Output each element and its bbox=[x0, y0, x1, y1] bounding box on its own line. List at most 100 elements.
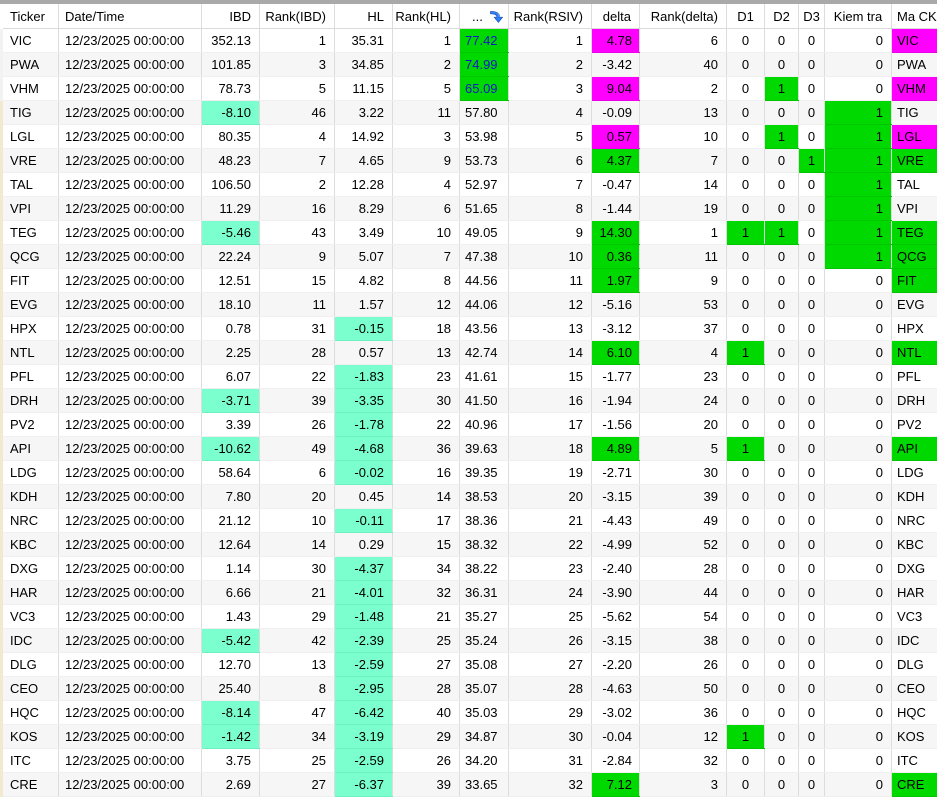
table-row[interactable]: VHM 12/23/2025 00:00:00 78.73 5 11.15 5 65.09 3… bbox=[0, 76, 937, 101]
cell-d1[interactable]: 0 bbox=[726, 676, 765, 701]
col-header-kiem_tra[interactable]: Kiem tra bbox=[824, 4, 892, 29]
cell-rank_delta[interactable]: 3 bbox=[639, 772, 727, 797]
cell-hl[interactable]: -6.37 bbox=[334, 772, 393, 797]
cell-rank_delta[interactable]: 30 bbox=[639, 460, 727, 485]
cell-rank_ibd[interactable]: 2 bbox=[259, 172, 335, 197]
cell-ticker[interactable]: LGL bbox=[0, 124, 59, 149]
cell-ibd[interactable]: 106.50 bbox=[201, 172, 260, 197]
cell-datetime[interactable]: 12/23/2025 00:00:00 bbox=[58, 220, 202, 245]
cell-rank_delta[interactable]: 52 bbox=[639, 532, 727, 557]
cell-hl[interactable]: 34.85 bbox=[334, 52, 393, 77]
cell-d1[interactable]: 0 bbox=[726, 484, 765, 509]
cell-kiem_tra[interactable]: 0 bbox=[824, 556, 892, 581]
cell-d1[interactable]: 0 bbox=[726, 292, 765, 317]
cell-rank_delta[interactable]: 32 bbox=[639, 748, 727, 773]
cell-rank_rsiv[interactable]: 20 bbox=[508, 484, 592, 509]
cell-ticker[interactable]: FIT bbox=[0, 268, 59, 293]
cell-ibd[interactable]: 101.85 bbox=[201, 52, 260, 77]
cell-hl[interactable]: 3.49 bbox=[334, 220, 393, 245]
cell-ticker[interactable]: NTL bbox=[0, 340, 59, 365]
table-row[interactable]: API 12/23/2025 00:00:00 -10.62 49 -4.68 36 39.… bbox=[0, 436, 937, 461]
cell-rank_ibd[interactable]: 46 bbox=[259, 100, 335, 125]
cell-rank_delta[interactable]: 36 bbox=[639, 700, 727, 725]
cell-d1[interactable]: 0 bbox=[726, 148, 765, 173]
cell-rank_hl[interactable]: 9 bbox=[392, 148, 460, 173]
cell-delta[interactable]: -2.20 bbox=[591, 652, 640, 677]
cell-d3[interactable]: 0 bbox=[798, 460, 825, 485]
cell-rank_rsiv[interactable]: 31 bbox=[508, 748, 592, 773]
cell-ibd[interactable]: 78.73 bbox=[201, 76, 260, 101]
cell-delta[interactable]: 0.36 bbox=[591, 244, 640, 269]
cell-d1[interactable]: 0 bbox=[726, 388, 765, 413]
cell-delta[interactable]: -5.62 bbox=[591, 604, 640, 629]
table-row[interactable]: KDH 12/23/2025 00:00:00 7.80 20 0.45 14 38.53 2… bbox=[0, 484, 937, 509]
cell-rank_delta[interactable]: 50 bbox=[639, 676, 727, 701]
cell-rank_delta[interactable]: 24 bbox=[639, 388, 727, 413]
cell-d1[interactable]: 0 bbox=[726, 748, 765, 773]
cell-d1[interactable]: 0 bbox=[726, 508, 765, 533]
table-row[interactable]: KBC 12/23/2025 00:00:00 12.64 14 0.29 15 38.32… bbox=[0, 532, 937, 557]
cell-rank_rsiv[interactable]: 13 bbox=[508, 316, 592, 341]
cell-d3[interactable]: 0 bbox=[798, 100, 825, 125]
cell-kiem_tra[interactable]: 0 bbox=[824, 724, 892, 749]
cell-d2[interactable]: 0 bbox=[764, 268, 799, 293]
cell-ibd[interactable]: 1.14 bbox=[201, 556, 260, 581]
cell-hl[interactable]: 0.29 bbox=[334, 532, 393, 557]
cell-ibd[interactable]: 12.51 bbox=[201, 268, 260, 293]
cell-delta[interactable]: -3.15 bbox=[591, 628, 640, 653]
cell-rank_hl[interactable]: 4 bbox=[392, 172, 460, 197]
cell-ticker[interactable]: PV2 bbox=[0, 412, 59, 437]
cell-datetime[interactable]: 12/23/2025 00:00:00 bbox=[58, 580, 202, 605]
table-row[interactable]: CRE 12/23/2025 00:00:00 2.69 27 -6.37 39 33.65… bbox=[0, 772, 937, 797]
cell-d2[interactable]: 0 bbox=[764, 484, 799, 509]
cell-rank_rsiv[interactable]: 11 bbox=[508, 268, 592, 293]
cell-ma_ck[interactable]: DLG bbox=[891, 652, 937, 677]
cell-datetime[interactable]: 12/23/2025 00:00:00 bbox=[58, 292, 202, 317]
cell-d1[interactable]: 0 bbox=[726, 700, 765, 725]
cell-kiem_tra[interactable]: 1 bbox=[824, 124, 892, 149]
cell-rank_ibd[interactable]: 15 bbox=[259, 268, 335, 293]
col-header-rank_ibd[interactable]: Rank(IBD) bbox=[259, 4, 335, 29]
cell-ma_ck[interactable]: FIT bbox=[891, 268, 937, 293]
cell-kiem_tra[interactable]: 0 bbox=[824, 772, 892, 797]
cell-d1[interactable]: 0 bbox=[726, 100, 765, 125]
cell-delta[interactable]: -0.09 bbox=[591, 100, 640, 125]
cell-rank_ibd[interactable]: 14 bbox=[259, 532, 335, 557]
cell-delta[interactable]: -1.77 bbox=[591, 364, 640, 389]
cell-rank_delta[interactable]: 13 bbox=[639, 100, 727, 125]
cell-d1[interactable]: 0 bbox=[726, 652, 765, 677]
table-row[interactable]: PV2 12/23/2025 00:00:00 3.39 26 -1.78 22 40.96… bbox=[0, 412, 937, 437]
cell-d3[interactable]: 0 bbox=[798, 556, 825, 581]
cell-rank_ibd[interactable]: 21 bbox=[259, 580, 335, 605]
cell-datetime[interactable]: 12/23/2025 00:00:00 bbox=[58, 652, 202, 677]
cell-hl[interactable]: 11.15 bbox=[334, 76, 393, 101]
cell-d2[interactable]: 0 bbox=[764, 316, 799, 341]
cell-rank_delta[interactable]: 19 bbox=[639, 196, 727, 221]
cell-datetime[interactable]: 12/23/2025 00:00:00 bbox=[58, 52, 202, 77]
cell-rsiv[interactable]: 49.05 bbox=[459, 220, 509, 245]
cell-rank_ibd[interactable]: 28 bbox=[259, 340, 335, 365]
cell-d1[interactable]: 0 bbox=[726, 364, 765, 389]
cell-ma_ck[interactable]: VPI bbox=[891, 196, 937, 221]
cell-d2[interactable]: 0 bbox=[764, 652, 799, 677]
cell-hl[interactable]: -6.42 bbox=[334, 700, 393, 725]
cell-kiem_tra[interactable]: 1 bbox=[824, 148, 892, 173]
cell-rsiv[interactable]: 38.53 bbox=[459, 484, 509, 509]
cell-datetime[interactable]: 12/23/2025 00:00:00 bbox=[58, 700, 202, 725]
cell-datetime[interactable]: 12/23/2025 00:00:00 bbox=[58, 76, 202, 101]
cell-hl[interactable]: 12.28 bbox=[334, 172, 393, 197]
col-header-hl[interactable]: HL bbox=[334, 4, 393, 29]
cell-delta[interactable]: -2.84 bbox=[591, 748, 640, 773]
cell-rank_hl[interactable]: 22 bbox=[392, 412, 460, 437]
cell-datetime[interactable]: 12/23/2025 00:00:00 bbox=[58, 268, 202, 293]
cell-rank_ibd[interactable]: 47 bbox=[259, 700, 335, 725]
cell-rank_hl[interactable]: 18 bbox=[392, 316, 460, 341]
cell-ibd[interactable]: 12.70 bbox=[201, 652, 260, 677]
table-row[interactable]: TIG 12/23/2025 00:00:00 -8.10 46 3.22 11 57.80… bbox=[0, 100, 937, 125]
cell-kiem_tra[interactable]: 0 bbox=[824, 76, 892, 101]
cell-rank_delta[interactable]: 23 bbox=[639, 364, 727, 389]
cell-ma_ck[interactable]: VHM bbox=[891, 76, 937, 101]
cell-ma_ck[interactable]: VC3 bbox=[891, 604, 937, 629]
cell-ibd[interactable]: 48.23 bbox=[201, 148, 260, 173]
cell-rank_ibd[interactable]: 16 bbox=[259, 196, 335, 221]
